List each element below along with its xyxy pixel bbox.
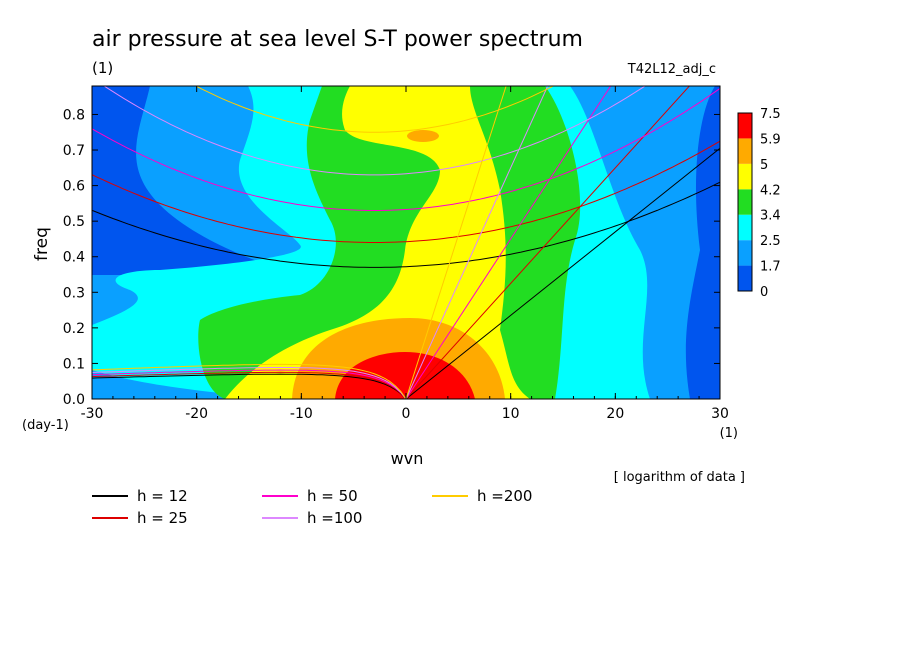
y-tick-label: 0.8	[63, 107, 85, 123]
legend-label: h =200	[477, 487, 532, 505]
x-axis-unit: (1)	[720, 426, 738, 441]
legend-label: h =100	[307, 509, 362, 527]
dispersion-curve-rossby	[92, 363, 407, 399]
dispersion-curve-kelvin	[405, 86, 549, 399]
colorbar-label: 0	[760, 285, 768, 300]
dispersion-curve-gravity	[92, 181, 720, 268]
x-axis: -30 -20 -10 0 10 20 30	[81, 86, 729, 422]
x-tick-label: 30	[711, 406, 729, 422]
legend-label: h = 12	[137, 487, 188, 505]
colorbar-swatch	[738, 189, 752, 215]
x-tick-label: -30	[81, 406, 104, 422]
dispersion-curve-gravity	[103, 86, 646, 176]
contour-level-6	[335, 352, 475, 399]
x-axis-label: wvn	[391, 449, 424, 468]
colorbar-swatch	[738, 214, 752, 241]
y-tick-label: 0.4	[63, 250, 85, 266]
y-axis-label: freq	[32, 227, 52, 261]
chart-subtitle-left: (1)	[92, 59, 113, 77]
x-tick-label: -10	[290, 406, 313, 422]
y-tick-label: 0.2	[63, 321, 85, 337]
chart-title: air pressure at sea level S-T power spec…	[92, 27, 583, 52]
y-axis: 0.0 0.1 0.2 0.3 0.4 0.5 0.6 0.7 0.8	[63, 107, 720, 408]
y-axis-unit: (day-1)	[22, 418, 69, 433]
dispersion-curve-rossby	[92, 367, 407, 399]
x-tick-label: 10	[502, 406, 520, 422]
colorbar-label: 3.4	[760, 209, 781, 224]
colorbar-swatch	[738, 163, 752, 190]
scale-note: [ logarithm of data ]	[614, 470, 745, 485]
colorbar-label: 5.9	[760, 132, 781, 147]
dispersion-curve-rossby	[92, 371, 407, 399]
contour-level-5-spot	[407, 130, 439, 142]
colorbar-swatch	[738, 265, 752, 291]
dispersion-curve-rossby	[92, 369, 407, 399]
colorbar-label: 7.5	[760, 107, 781, 122]
dispersion-curve-kelvin	[405, 86, 507, 399]
contour-level-4	[225, 86, 530, 399]
chart-subtitle-right: T42L12_adj_c	[627, 62, 716, 77]
y-tick-label: 0.6	[63, 179, 85, 195]
y-tick-label: 0.5	[63, 214, 85, 230]
dispersion-curve-kelvin	[405, 86, 612, 399]
dispersion-curve-gravity	[92, 87, 720, 211]
colorbar-frame	[737, 112, 753, 292]
y-tick-label: 0.1	[63, 356, 85, 372]
y-tick-label: 0.7	[63, 143, 85, 159]
contour-level-0-right	[685, 86, 720, 399]
colorbar-label: 5	[760, 158, 768, 173]
y-tick-label: 0.3	[63, 285, 85, 301]
x-tick-label: 20	[606, 406, 624, 422]
dispersion-curves	[92, 86, 720, 399]
plot-area	[92, 86, 720, 399]
contour-level-0	[92, 86, 300, 275]
x-tick-label: 0	[402, 406, 411, 422]
colorbar-label: 2.5	[760, 234, 781, 249]
colorbar-label: 1.7	[760, 260, 781, 275]
colorbar-swatch	[738, 113, 752, 139]
dispersion-curve-rossby	[92, 373, 407, 399]
colorbar-swatch	[738, 240, 752, 266]
legend-label: h = 25	[137, 509, 188, 527]
x-tick-label: -20	[185, 406, 208, 422]
y-tick-label: 0.0	[63, 392, 85, 408]
dispersion-curve-kelvin	[405, 86, 691, 399]
legend: h = 12 h = 25 h = 50 h =100 h =200	[92, 487, 532, 527]
dispersion-curve-gravity	[92, 140, 720, 243]
colorbar-swatch	[738, 138, 752, 164]
colorbar-label: 4.2	[760, 183, 781, 198]
dispersion-curve-kelvin	[405, 147, 720, 399]
legend-label: h = 50	[307, 487, 358, 505]
colorbar: 0 1.7 2.5 3.4 4.2 5 5.9 7.5	[737, 107, 781, 300]
